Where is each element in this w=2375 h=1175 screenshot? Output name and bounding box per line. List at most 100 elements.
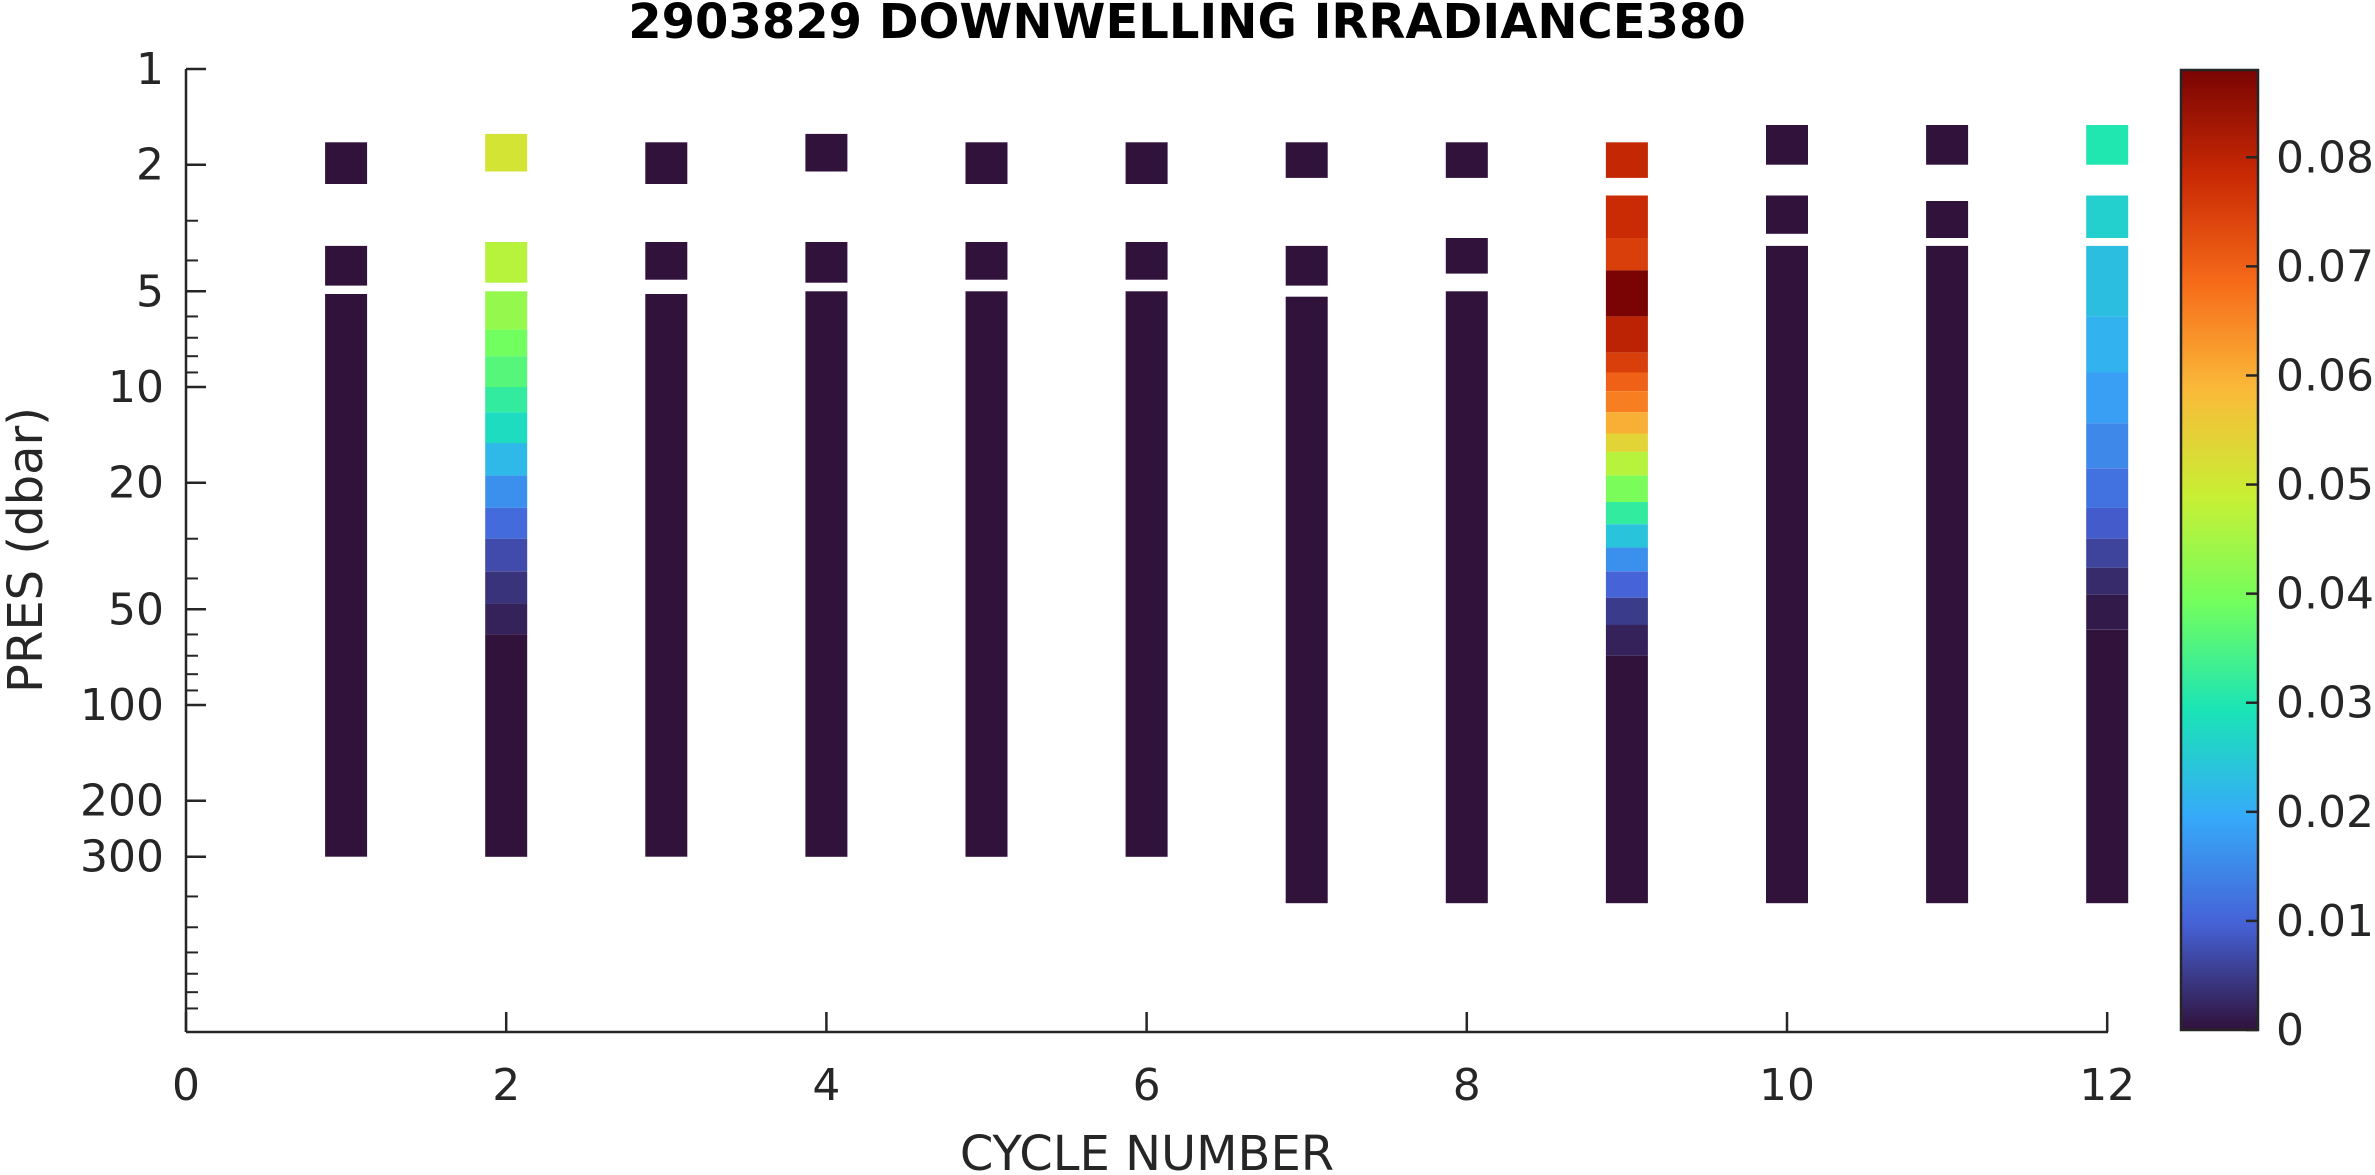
heatmap-cells	[325, 125, 2129, 904]
heatmap-cell-cycle-2	[485, 329, 528, 357]
heatmap-cell-cycle-3	[645, 242, 688, 280]
heatmap-cell-cycle-9	[1605, 571, 1648, 598]
colorbar-tick-label: 0.05	[2276, 460, 2374, 511]
heatmap-cell-cycle-3	[645, 142, 688, 184]
heatmap-cell-cycle-9	[1605, 433, 1648, 452]
heatmap-cell-cycle-11	[1926, 201, 1969, 238]
colorbar-tick-label: 0.07	[2276, 241, 2374, 292]
colorbar-tick-label: 0	[2276, 1005, 2304, 1056]
x-tick-label: 8	[1453, 1060, 1481, 1111]
heatmap-cell-cycle-8	[1445, 291, 1488, 904]
heatmap-cell-cycle-6	[1125, 242, 1168, 280]
heatmap-cell-cycle-9	[1605, 475, 1648, 502]
heatmap-cell-cycle-9	[1605, 597, 1648, 625]
heatmap-cell-cycle-9	[1605, 142, 1648, 178]
heatmap-cell-cycle-12	[2086, 629, 2129, 904]
heatmap-cell-cycle-2	[485, 356, 528, 387]
x-tick-label: 6	[1133, 1060, 1161, 1111]
heatmap-cell-cycle-12	[2086, 567, 2129, 595]
x-ticks: 0 2 4 6 8 10 12	[172, 1012, 2135, 1111]
heatmap-cell-cycle-1	[325, 142, 368, 184]
x-tick-label: 0	[172, 1060, 200, 1111]
colorbar-tick-label: 0.08	[2276, 132, 2374, 183]
heatmap-cell-cycle-9	[1605, 624, 1648, 656]
heatmap-cell-cycle-12	[2086, 507, 2129, 539]
heatmap-cell-cycle-12	[2086, 594, 2129, 630]
heatmap-cell-cycle-2	[485, 133, 528, 172]
heatmap-cell-cycle-2	[485, 475, 528, 508]
heatmap-cell-cycle-9	[1605, 195, 1648, 238]
heatmap-cell-cycle-8	[1445, 142, 1488, 178]
x-tick-label: 2	[492, 1060, 520, 1111]
colorbar-ticks: 0 0.01 0.02 0.03 0.04 0.05 0.06 0.07 0.08	[2246, 132, 2374, 1056]
heatmap-cell-cycle-9	[1605, 524, 1648, 548]
colorbar-tick-label: 0.03	[2276, 678, 2374, 729]
heatmap-cell-cycle-11	[1926, 245, 1969, 904]
heatmap-cell-cycle-2	[485, 571, 528, 604]
heatmap-cell-cycle-9	[1605, 270, 1648, 317]
colorbar-tick-label: 0.02	[2276, 787, 2374, 838]
chart-title: 2903829 DOWNWELLING IRRADIANCE380	[628, 0, 1745, 50]
heatmap-cell-cycle-10	[1766, 245, 1808, 904]
heatmap-cell-cycle-12	[2086, 316, 2129, 373]
heatmap-cell-cycle-9	[1605, 372, 1648, 391]
heatmap-cell-cycle-4	[805, 291, 848, 857]
x-axis-label: CYCLE NUMBER	[960, 1126, 1334, 1175]
heatmap-cell-cycle-6	[1125, 142, 1168, 184]
heatmap-cell-cycle-12	[2086, 423, 2129, 469]
heatmap-cell-cycle-4	[805, 133, 848, 172]
heatmap-cell-cycle-12	[2086, 245, 2129, 317]
colorbar	[2179, 68, 2260, 1032]
heatmap-cell-cycle-2	[485, 634, 528, 857]
heatmap-cell-cycle-12	[2086, 468, 2129, 508]
heatmap-cell-cycle-2	[485, 538, 528, 572]
heatmap-cell-cycle-3	[645, 294, 688, 857]
heatmap-cell-cycle-1	[325, 245, 368, 286]
heatmap-cell-cycle-4	[805, 242, 848, 283]
heatmap-cell-cycle-2	[485, 291, 528, 330]
y-tick-label: 1	[136, 44, 164, 95]
heatmap-cell-cycle-12	[2086, 372, 2129, 424]
heatmap-cell-cycle-9	[1605, 412, 1648, 434]
heatmap-cell-cycle-5	[965, 242, 1008, 280]
y-tick-label: 300	[80, 832, 164, 883]
heatmap-cell-cycle-12	[2086, 195, 2129, 238]
heatmap-cell-cycle-7	[1285, 296, 1328, 904]
y-tick-label: 5	[136, 266, 164, 317]
heatmap-cell-cycle-7	[1285, 142, 1328, 178]
heatmap-cell-cycle-6	[1125, 291, 1168, 857]
y-tick-label: 2	[136, 140, 164, 191]
colorbar-gradient	[2179, 68, 2260, 1032]
heatmap-cell-cycle-5	[965, 291, 1008, 857]
y-axis-label: PRES (dbar)	[0, 407, 54, 693]
heatmap-cell-cycle-2	[485, 387, 528, 413]
heatmap-cell-cycle-9	[1605, 655, 1648, 904]
y-tick-label: 100	[80, 680, 164, 731]
x-tick-label: 4	[812, 1060, 840, 1111]
heatmap-cell-cycle-8	[1445, 238, 1488, 274]
heatmap-cell-cycle-2	[485, 242, 528, 283]
heatmap-cell-cycle-9	[1605, 451, 1648, 476]
heatmap-cell-cycle-9	[1605, 391, 1648, 413]
heatmap-cell-cycle-1	[325, 294, 368, 857]
heatmap-cell-cycle-11	[1926, 125, 1969, 165]
y-tick-label: 200	[80, 776, 164, 827]
x-tick-label: 10	[1759, 1060, 1815, 1111]
heatmap-cell-cycle-5	[965, 142, 1008, 184]
heatmap-cell-cycle-7	[1285, 245, 1328, 286]
colorbar-tick-label: 0.06	[2276, 350, 2374, 401]
heatmap-cell-cycle-2	[485, 507, 528, 539]
y-tick-label: 20	[108, 458, 164, 509]
heatmap-cell-cycle-12	[2086, 538, 2129, 568]
heatmap-cell-cycle-10	[1766, 195, 1808, 234]
colorbar-tick-label: 0.01	[2276, 896, 2374, 947]
heatmap-cell-cycle-9	[1605, 502, 1648, 525]
heatmap-cell-cycle-12	[2086, 125, 2129, 165]
heatmap-cell-cycle-9	[1605, 352, 1648, 373]
heatmap-cell-cycle-2	[485, 603, 528, 635]
y-tick-label: 10	[108, 362, 164, 413]
heatmap-cell-cycle-10	[1766, 125, 1808, 165]
heatmap-cell-cycle-9	[1605, 238, 1648, 271]
